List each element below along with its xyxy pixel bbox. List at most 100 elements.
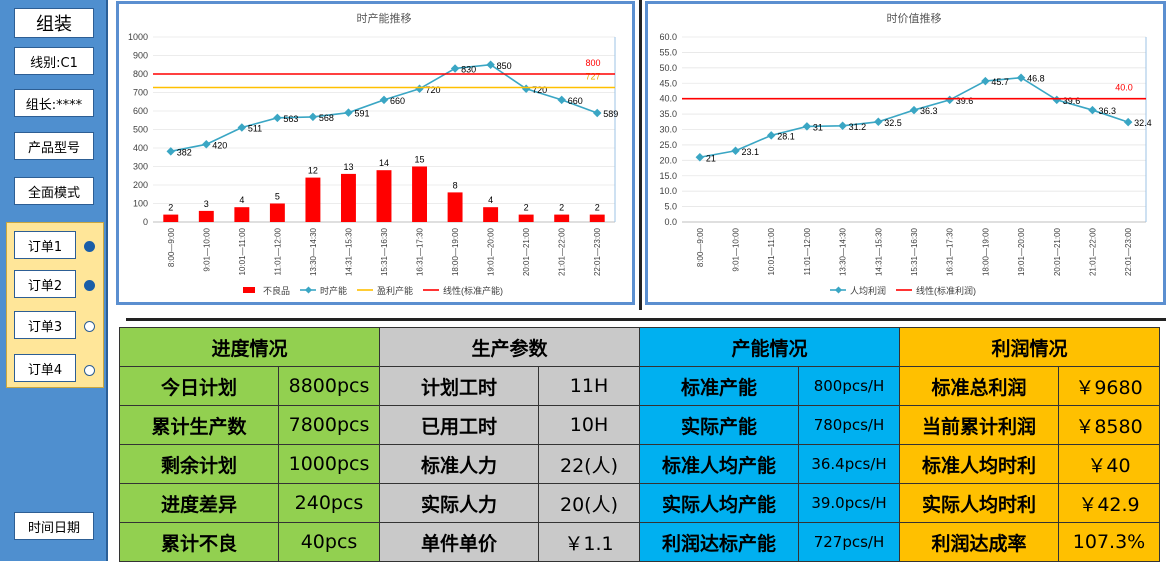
line-data-label: 28.1 <box>777 131 795 141</box>
product-model-button[interactable]: 产品型号 <box>14 132 94 160</box>
y-tick-label: 20.0 <box>659 155 677 165</box>
legend-label: 盈利产能 <box>377 285 413 296</box>
line-data-label: 589 <box>603 109 618 119</box>
x-tick-label: 10:01—11:00 <box>767 227 776 275</box>
metric-value: ￥42.9 <box>1058 483 1160 523</box>
y-tick-label: 55.0 <box>659 47 677 57</box>
line-data-label: 591 <box>354 109 369 119</box>
order-1-button[interactable]: 订单1 <box>14 231 76 259</box>
bar <box>234 207 250 222</box>
legend-label: 线性(标准利润) <box>916 285 976 296</box>
x-tick-label: 13:30—14:30 <box>839 227 848 276</box>
order-3-radio[interactable] <box>84 321 95 332</box>
order-1-radio[interactable] <box>84 241 95 252</box>
line-point <box>344 108 353 117</box>
legend-marker <box>834 286 843 294</box>
metric-label: 实际人力 <box>379 483 539 523</box>
metric-value: 107.3% <box>1058 522 1160 562</box>
reference-line-label: 40.0 <box>1115 83 1133 93</box>
bar <box>447 192 463 222</box>
line-point <box>1088 105 1097 115</box>
line-data-label: 660 <box>390 96 405 106</box>
metric-value: ￥40 <box>1058 444 1160 484</box>
table-row: 进度差异 240pcs 实际人力 20(人) 实际人均产能 39.0pcs/H 实际人均时利… <box>119 483 1160 523</box>
metric-value: 40pcs <box>278 522 380 562</box>
metric-label: 剩余计划 <box>119 444 279 484</box>
bar-data-label: 5 <box>275 192 280 202</box>
line-button[interactable]: 线别:C1 <box>14 47 94 75</box>
hourly-capacity-chart: 时产能推移 0 100 200 300 400 500 600 700 800 900 1000 8:0… <box>116 1 635 305</box>
order-4-button[interactable]: 订单4 <box>14 354 76 382</box>
line-point <box>838 121 847 131</box>
line-data-label: 45.7 <box>991 77 1009 87</box>
y-tick-label: 500 <box>133 125 148 135</box>
table-row: 今日计划 8800pcs 计划工时 11H 标准产能 800pcs/H 标准总利润 ￥9680 <box>119 366 1160 406</box>
y-tick-label: 100 <box>133 199 148 209</box>
line-data-label: 23.1 <box>742 147 760 157</box>
series-line <box>170 63 598 153</box>
line-data-label: 850 <box>497 61 512 71</box>
metric-label: 标准产能 <box>639 366 799 406</box>
metric-label: 利润达标产能 <box>639 522 799 562</box>
metric-value: 10H <box>538 405 640 445</box>
order-2-button[interactable]: 订单2 <box>14 270 76 298</box>
x-tick-label: 19:01—20:00 <box>487 227 496 276</box>
metric-label: 已用工时 <box>379 405 539 445</box>
bar-data-label: 2 <box>524 203 529 213</box>
y-tick-label: 200 <box>133 180 148 190</box>
line-point <box>486 60 495 69</box>
y-tick-label: 45.0 <box>659 78 677 88</box>
x-tick-label: 22:01—23:00 <box>593 227 602 276</box>
datetime-button[interactable]: 时间日期 <box>14 512 94 540</box>
bar <box>554 214 570 222</box>
order-2-radio[interactable] <box>84 280 95 291</box>
line-point <box>1052 95 1062 105</box>
line-point <box>945 95 954 105</box>
metric-value: 240pcs <box>278 483 380 523</box>
leader-button[interactable]: 组长:**** <box>14 89 94 117</box>
line-data-label: 32.5 <box>884 118 902 128</box>
line-point <box>874 117 883 127</box>
line-data-label: 720 <box>532 85 547 95</box>
metric-value: 7800pcs <box>278 405 380 445</box>
section-title[interactable]: 组装 <box>14 8 94 38</box>
legend-label: 人均利润 <box>850 285 886 296</box>
reference-line-label: 800 <box>585 58 600 68</box>
line-point <box>379 95 389 105</box>
y-tick-label: 0 <box>143 217 148 227</box>
line-data-label: 382 <box>177 147 192 157</box>
line-data-label: 660 <box>568 96 583 106</box>
x-tick-label: 8:00—9:00 <box>696 227 705 267</box>
legend-marker <box>304 286 313 294</box>
order-4-radio[interactable] <box>84 365 95 376</box>
metric-value: 800pcs/H <box>798 366 900 406</box>
bar <box>305 177 321 222</box>
bar <box>340 173 356 222</box>
table-header-row: 进度情况 生产参数 产能情况 利润情况 <box>119 327 1160 367</box>
x-tick-label: 20:01—21:00 <box>1053 227 1062 276</box>
reference-line-label: 727 <box>585 72 600 82</box>
line-data-label: 568 <box>319 113 334 123</box>
mode-button[interactable]: 全面模式 <box>14 177 94 205</box>
line-data-label: 46.8 <box>1027 74 1045 84</box>
metric-label: 标准人力 <box>379 444 539 484</box>
order-panel: 订单1 订单2 订单3 订单4 <box>6 222 104 388</box>
bar <box>269 203 285 222</box>
y-tick-label: 900 <box>133 51 148 61</box>
metric-label: 标准人均时利 <box>899 444 1059 484</box>
header-profit: 利润情况 <box>899 327 1160 367</box>
bar-data-label: 13 <box>343 162 353 172</box>
x-tick-label: 20:01—21:00 <box>522 227 531 276</box>
metric-value: 11H <box>538 366 640 406</box>
metric-value: ￥9680 <box>1058 366 1160 406</box>
metric-value: 780pcs/H <box>798 405 900 445</box>
y-tick-label: 60.0 <box>659 32 677 42</box>
x-tick-label: 21:01—22:00 <box>1088 227 1097 276</box>
x-tick-label: 15:31—16:30 <box>380 227 389 276</box>
table-row: 剩余计划 1000pcs 标准人力 22(人) 标准人均产能 36.4pcs/H 标准人均时… <box>119 444 1160 484</box>
order-3-button[interactable]: 订单3 <box>14 311 76 339</box>
metric-value: ￥1.1 <box>538 522 640 562</box>
metric-label: 实际人均时利 <box>899 483 1059 523</box>
metric-label: 单件单价 <box>379 522 539 562</box>
x-tick-label: 9:01—10:00 <box>732 227 741 271</box>
